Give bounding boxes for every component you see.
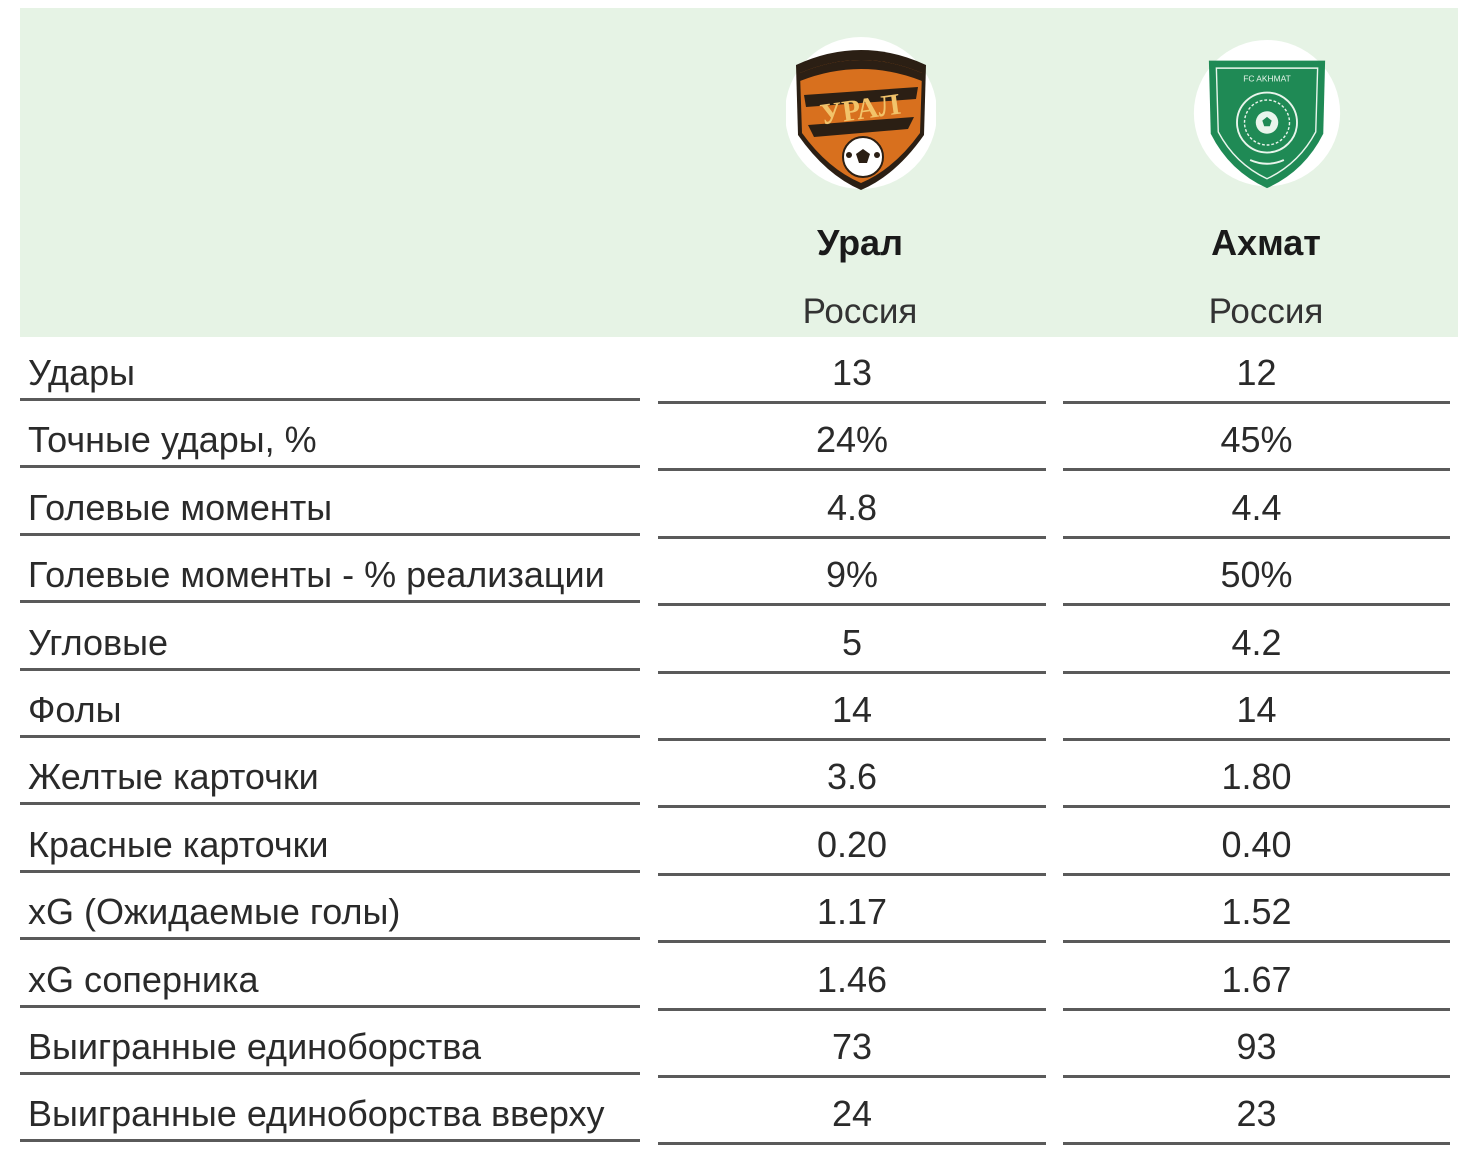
stat-label: Желтые карточки (20, 742, 640, 806)
stat-value-akhmat: 45% (1063, 405, 1450, 472)
stat-value-ural: 13 (658, 338, 1046, 404)
stat-value-ural: 24 (658, 1079, 1046, 1146)
svg-text:FC AKHMAT: FC AKHMAT (1243, 73, 1291, 83)
stat-label: Точные удары, % (20, 405, 640, 469)
ural-logo: УРАЛ (786, 30, 936, 200)
team-country-akhmat: Россия (1208, 292, 1324, 331)
stat-value-ural: 14 (658, 675, 1046, 741)
ural-club-crest-icon: УРАЛ (786, 37, 936, 190)
stat-label: Фолы (20, 675, 640, 738)
stat-value-akhmat: 14 (1063, 675, 1450, 741)
stat-value-akhmat: 50% (1063, 540, 1450, 607)
stat-value-akhmat: 12 (1063, 338, 1450, 404)
stat-label: xG (Ожидаемые голы) (20, 877, 640, 941)
table-row: Удары 13 12 (20, 338, 1450, 405)
akhmat-club-crest-icon: FC AKHMAT (1193, 40, 1341, 189)
stat-label: Угловые (20, 608, 640, 671)
stat-value-ural: 1.46 (658, 945, 1046, 1011)
team-country-ural: Россия (802, 292, 918, 331)
akhmat-logo: FC AKHMAT (1192, 30, 1342, 200)
table-row: Фолы 14 14 (20, 675, 1450, 742)
stat-value-akhmat: 1.67 (1063, 945, 1450, 1011)
stats-table-body: Удары 13 12 Точные удары, % 24% 45% Голевые мо… (20, 338, 1450, 1147)
stat-value-akhmat: 4.2 (1063, 608, 1450, 674)
stat-value-akhmat: 0.40 (1063, 810, 1450, 876)
team-name-ural: Урал (817, 222, 903, 263)
stat-value-ural: 3.6 (658, 742, 1046, 809)
stat-value-ural: 9% (658, 540, 1046, 607)
stat-value-akhmat: 4.4 (1063, 473, 1450, 539)
stat-label: Выигранные единоборства (20, 1012, 640, 1075)
team-name-akhmat: Ахмат (1211, 222, 1321, 263)
table-row: Угловые 5 4.2 (20, 608, 1450, 675)
stat-label: Удары (20, 338, 640, 401)
table-row: Желтые карточки 3.6 1.80 (20, 742, 1450, 809)
stat-value-akhmat: 93 (1063, 1012, 1450, 1078)
stat-label: xG соперника (20, 945, 640, 1008)
stat-label: Голевые моменты (20, 473, 640, 536)
stat-label: Голевые моменты - % реализации (20, 540, 640, 604)
stat-value-ural: 4.8 (658, 473, 1046, 539)
table-row: Голевые моменты 4.8 4.4 (20, 473, 1450, 540)
stat-value-akhmat: 1.52 (1063, 877, 1450, 944)
stat-label: Красные карточки (20, 810, 640, 873)
stat-value-ural: 1.17 (658, 877, 1046, 944)
table-row: Точные удары, % 24% 45% (20, 405, 1450, 472)
table-row: Красные карточки 0.20 0.40 (20, 810, 1450, 877)
table-row: xG (Ожидаемые голы) 1.17 1.52 (20, 877, 1450, 944)
table-row: Голевые моменты - % реализации 9% 50% (20, 540, 1450, 607)
table-header: УРАЛ Урал Россия FC AKHMAT Ах (20, 8, 1458, 337)
stat-value-ural: 0.20 (658, 810, 1046, 876)
table-row: xG соперника 1.46 1.67 (20, 945, 1450, 1012)
stat-label: Выигранные единоборства вверху (20, 1079, 640, 1143)
stat-value-ural: 24% (658, 405, 1046, 472)
stat-value-ural: 73 (658, 1012, 1046, 1078)
stat-value-akhmat: 23 (1063, 1079, 1450, 1146)
table-row: Выигранные единоборства 73 93 (20, 1012, 1450, 1079)
table-row: Выигранные единоборства вверху 24 23 (20, 1079, 1450, 1146)
stat-value-akhmat: 1.80 (1063, 742, 1450, 809)
stat-value-ural: 5 (658, 608, 1046, 674)
